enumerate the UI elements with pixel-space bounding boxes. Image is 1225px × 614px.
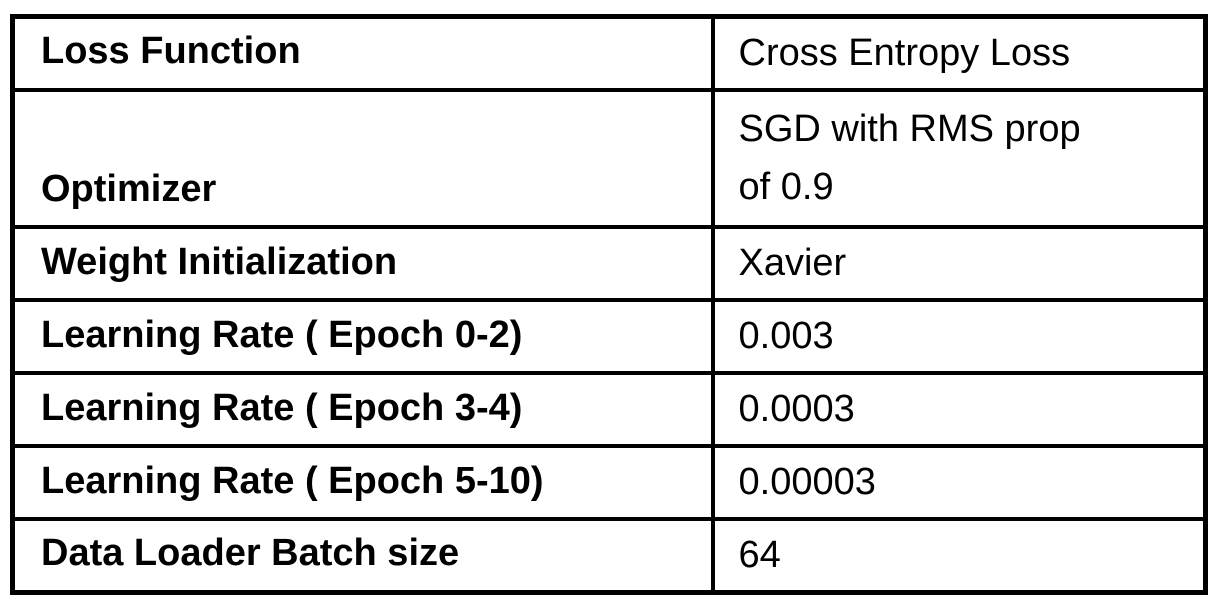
table-row: Learning Rate ( Epoch 5-10) 0.00003 [10, 444, 1208, 522]
param-value-learning-rate-epoch-5-10: 0.00003 [710, 444, 1208, 522]
table-row: Learning Rate ( Epoch 3-4) 0.0003 [10, 371, 1208, 449]
param-label-learning-rate-epoch-5-10: Learning Rate ( Epoch 5-10) [10, 444, 715, 522]
table-row: Data Loader Batch size 64 [10, 517, 1208, 595]
param-value-learning-rate-epoch-3-4: 0.0003 [710, 371, 1208, 449]
table-row: Loss Function Cross Entropy Loss [10, 14, 1208, 92]
param-label-learning-rate-epoch-3-4: Learning Rate ( Epoch 3-4) [10, 371, 715, 449]
param-label-data-loader-batch-size: Data Loader Batch size [10, 517, 715, 595]
param-label-weight-initialization: Weight Initialization [10, 225, 715, 303]
param-value-weight-initialization: Xavier [710, 225, 1208, 303]
hyperparameters-table: Loss Function Cross Entropy Loss Optimiz… [10, 14, 1208, 595]
param-value-optimizer-text: SGD with RMS prop of 0.9 [738, 107, 1081, 209]
param-value-data-loader-batch-size: 64 [710, 517, 1208, 595]
param-value-loss-function: Cross Entropy Loss [710, 14, 1208, 92]
param-value-learning-rate-epoch-0-2: 0.003 [710, 298, 1208, 376]
param-label-learning-rate-epoch-0-2: Learning Rate ( Epoch 0-2) [10, 298, 715, 376]
param-label-loss-function: Loss Function [10, 14, 715, 92]
param-value-optimizer: SGD with RMS prop of 0.9 [710, 87, 1208, 230]
table-row: Optimizer SGD with RMS prop of 0.9 [10, 87, 1208, 230]
table-row: Learning Rate ( Epoch 0-2) 0.003 [10, 298, 1208, 376]
table-row: Weight Initialization Xavier [10, 225, 1208, 303]
param-label-optimizer: Optimizer [10, 87, 715, 230]
